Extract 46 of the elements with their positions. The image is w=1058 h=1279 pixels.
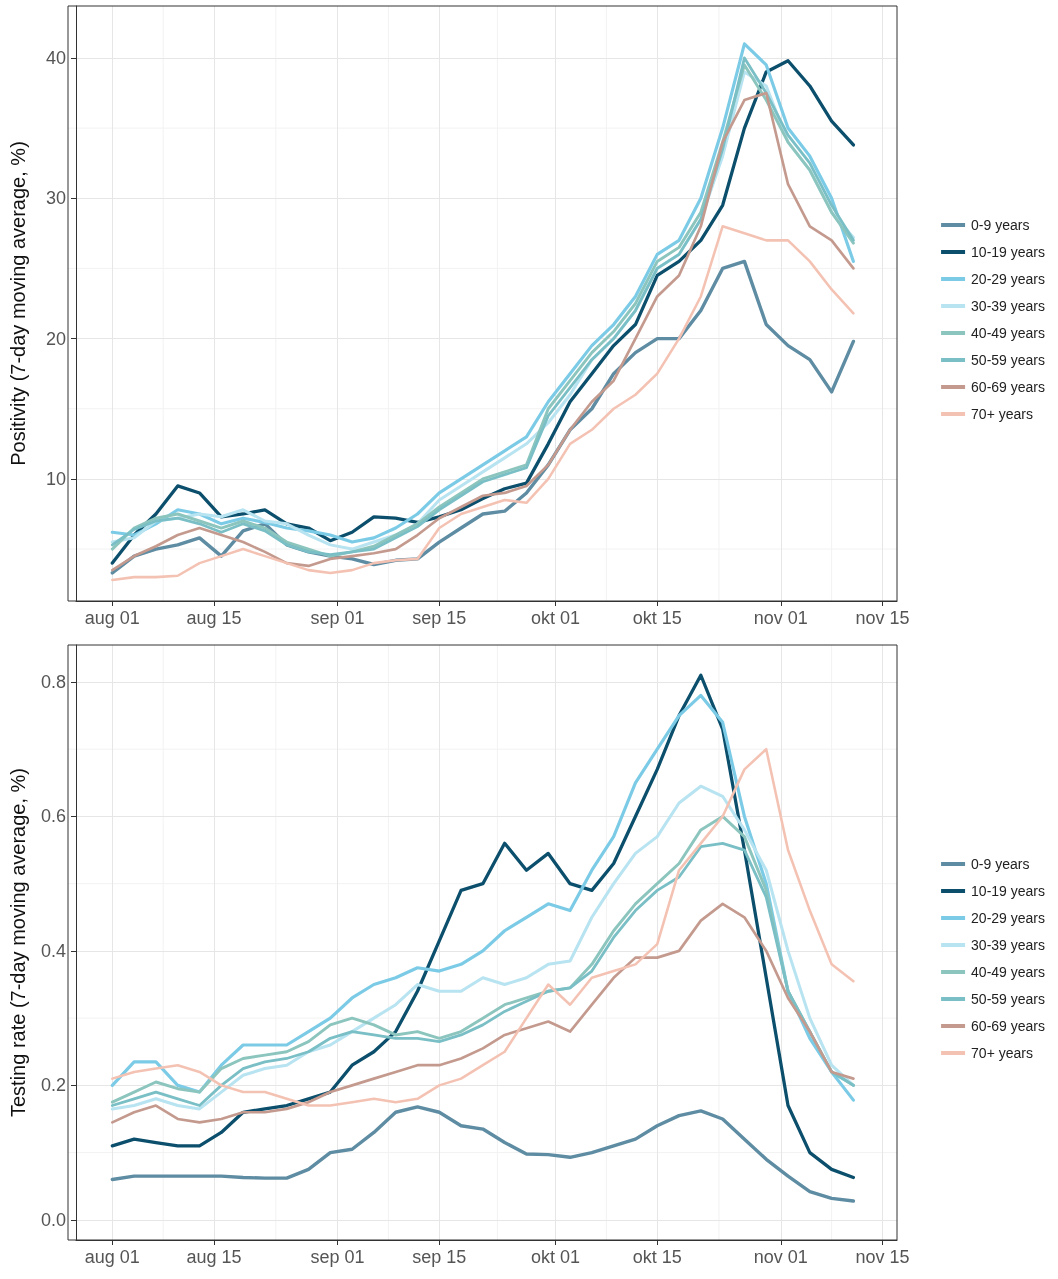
legend-label: 60-69 years bbox=[971, 1018, 1046, 1034]
x-tick-label: nov 01 bbox=[753, 608, 808, 628]
legend-label: 20-29 years bbox=[971, 910, 1046, 926]
x-tick-label: nov 01 bbox=[753, 1247, 808, 1267]
y-tick-label: 20 bbox=[45, 328, 66, 349]
legend-label: 60-69 years bbox=[971, 379, 1046, 395]
x-tick-label: nov 15 bbox=[855, 608, 910, 628]
legend-label: 50-59 years bbox=[971, 991, 1046, 1007]
y-tick-label: 0.8 bbox=[40, 671, 66, 692]
y-tick-label: 30 bbox=[45, 188, 66, 209]
legend-label: 70+ years bbox=[971, 406, 1033, 422]
legend-label: 10-19 years bbox=[971, 244, 1046, 260]
line-series bbox=[110, 673, 856, 1180]
legend-label: 70+ years bbox=[971, 1045, 1033, 1061]
legend-label: 30-39 years bbox=[971, 937, 1046, 953]
x-tick-label: sep 01 bbox=[310, 608, 365, 628]
x-tick-label: okt 01 bbox=[531, 608, 581, 628]
x-tick-label: aug 15 bbox=[186, 608, 242, 628]
legend-label: 10-19 years bbox=[971, 883, 1046, 899]
y-tick-label: 40 bbox=[45, 47, 66, 68]
legend-label: 20-29 years bbox=[971, 271, 1046, 287]
legend-label: 0-9 years bbox=[971, 856, 1030, 872]
x-tick-label: okt 15 bbox=[632, 1247, 682, 1267]
legend-label: 50-59 years bbox=[971, 352, 1046, 368]
legend-label: 30-39 years bbox=[971, 298, 1046, 314]
y-tick-label: 0.4 bbox=[40, 940, 66, 961]
y-axis-title: Testing rate (7-day moving average, %) bbox=[7, 767, 29, 1118]
x-tick-label: okt 15 bbox=[632, 608, 682, 628]
y-tick-label: 0.0 bbox=[40, 1209, 66, 1230]
line-series bbox=[110, 902, 855, 1124]
x-tick-label: okt 01 bbox=[531, 1247, 581, 1267]
y-tick-label: 10 bbox=[45, 468, 66, 489]
x-tick-label: sep 15 bbox=[412, 608, 467, 628]
x-tick-label: aug 15 bbox=[186, 1247, 242, 1267]
x-tick-label: aug 01 bbox=[84, 608, 140, 628]
x-tick-label: nov 15 bbox=[855, 1247, 910, 1267]
legend-label: 0-9 years bbox=[971, 217, 1030, 233]
x-tick-label: aug 01 bbox=[84, 1247, 140, 1267]
y-axis-title: Positivity (7-day moving average, %) bbox=[7, 141, 29, 466]
y-tick-label: 0.2 bbox=[40, 1075, 66, 1096]
y-tick-label: 0.6 bbox=[40, 806, 66, 827]
x-tick-label: sep 15 bbox=[412, 1247, 467, 1267]
x-tick-label: sep 01 bbox=[310, 1247, 365, 1267]
line-series bbox=[110, 1105, 856, 1203]
legend-label: 40-49 years bbox=[971, 325, 1046, 341]
legend-label: 40-49 years bbox=[971, 964, 1046, 980]
